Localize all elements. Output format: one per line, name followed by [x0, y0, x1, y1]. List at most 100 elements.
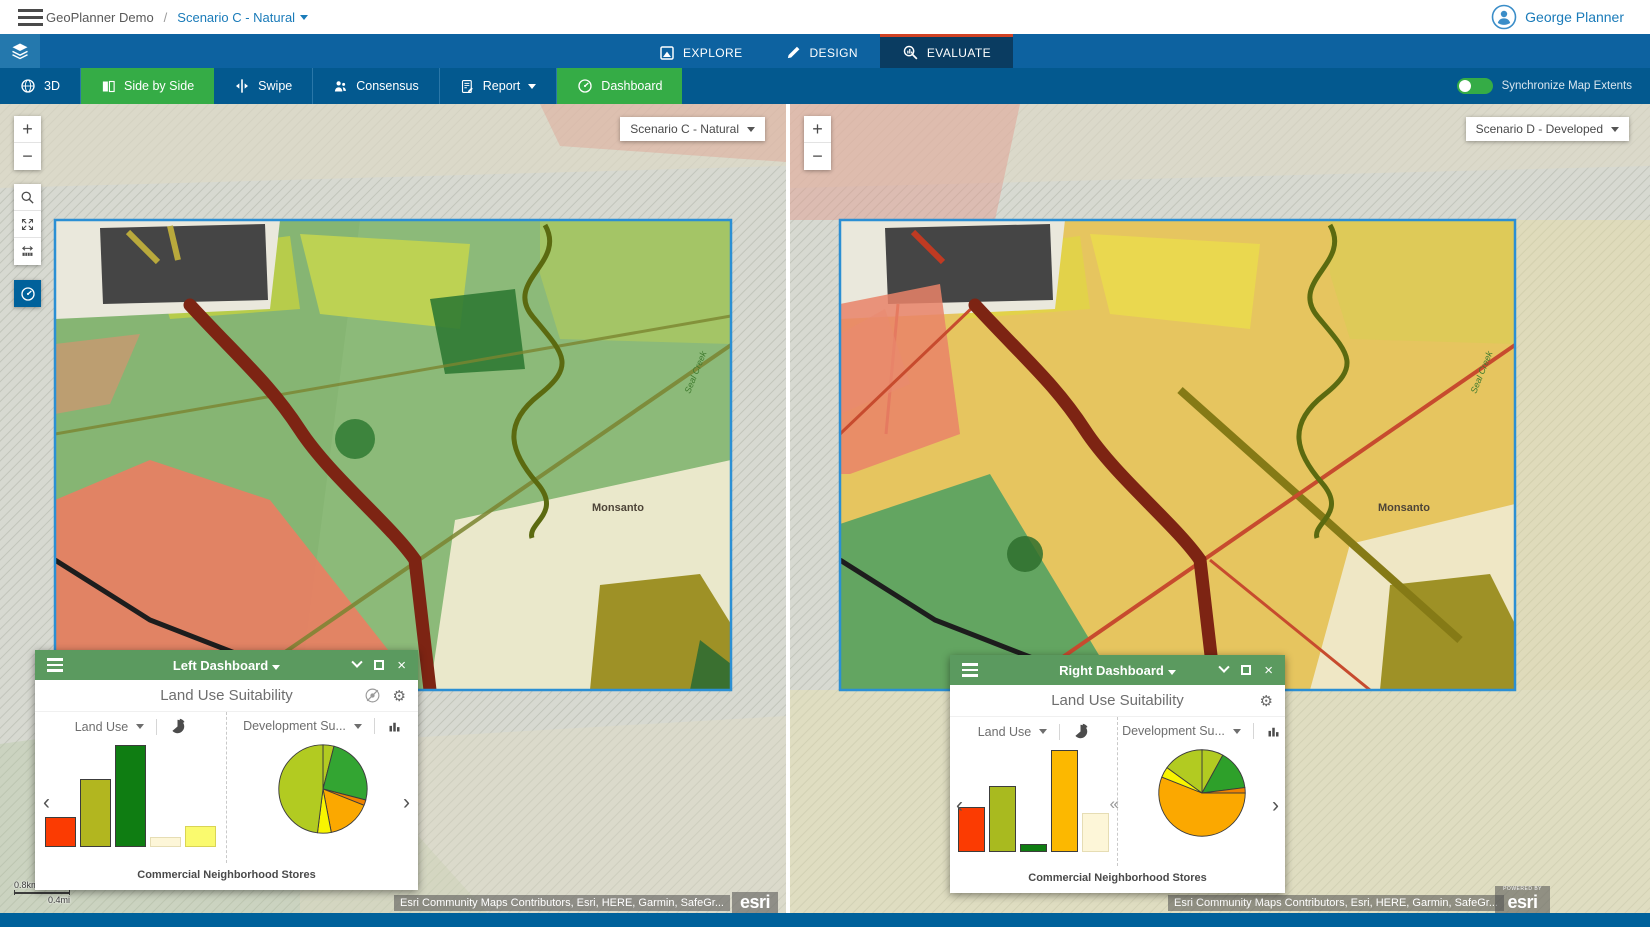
left-dashboard-header[interactable]: Left Dashboard × [35, 650, 418, 680]
dashboard-button[interactable]: Dashboard [557, 68, 682, 104]
sync-extents-control: Synchronize Map Extents [1457, 68, 1650, 104]
user-menu[interactable]: George Planner [1491, 4, 1650, 30]
top-header: GeoPlanner Demo / Scenario C - Natural G… [0, 0, 1650, 34]
left-map-place-label: Monsanto [592, 502, 644, 514]
swipe-button[interactable]: Swipe [214, 68, 313, 104]
swipe-icon [234, 78, 250, 94]
gear-icon[interactable]: ⚙ [1260, 692, 1273, 710]
bar-chart-type-icon[interactable] [387, 719, 402, 734]
right-dashboard-subheader: Land Use Suitability ⚙ [950, 685, 1285, 717]
caret-down-icon [747, 127, 755, 132]
caret-down-icon [1611, 127, 1619, 132]
right-dashboard-panel: Right Dashboard × Land Use Suitability ⚙… [950, 655, 1285, 893]
zoom-out-button[interactable]: − [804, 143, 831, 170]
carousel-prev-icon[interactable]: ‹ [956, 794, 963, 818]
development-chart-card: Development Su... [226, 712, 418, 863]
panel-title: Land Use Suitability [35, 687, 418, 704]
left-dashboard-panel: Left Dashboard × Land Use Suitability ⚙ … [35, 650, 418, 890]
side-by-side-button[interactable]: Side by Side [81, 68, 214, 104]
user-avatar-icon [1491, 4, 1517, 30]
caret-down-icon [1233, 729, 1241, 734]
close-icon[interactable]: × [1264, 663, 1273, 678]
gauge-icon [20, 286, 36, 302]
mode-tabs: EXPLORE DESIGN EVALUATE [0, 34, 1650, 68]
right-map-place-label: Monsanto [1378, 502, 1430, 514]
carousel-collapse-icon[interactable]: « [1110, 794, 1119, 814]
right-dashboard-charts: ‹ Land Use « Development Su... [950, 717, 1285, 866]
chart-indicator-select[interactable]: Development Su... [1122, 724, 1225, 738]
development-chart-card: Development Su... [1117, 717, 1285, 866]
tab-evaluate[interactable]: EVALUATE [880, 34, 1013, 68]
left-map-tools [14, 184, 41, 265]
scale-mi-label: 0.4mi [14, 895, 70, 905]
chart-indicator-select[interactable]: Land Use [75, 720, 129, 734]
left-scenario-selector[interactable]: Scenario C - Natural [620, 117, 765, 141]
report-button[interactable]: Report [440, 68, 558, 104]
right-dashboard-header[interactable]: Right Dashboard × [950, 655, 1285, 685]
pencil-icon [786, 45, 801, 60]
caret-down-icon [354, 724, 362, 729]
search-icon [20, 190, 35, 205]
pie-chart-type-icon[interactable] [169, 718, 186, 735]
maximize-icon[interactable] [374, 660, 384, 670]
breadcrumb-scenario-dropdown[interactable]: Scenario C - Natural [177, 10, 308, 25]
measure-icon [20, 244, 35, 259]
side-by-side-icon [101, 79, 116, 94]
left-map-attribution: Esri Community Maps Contributors, Esri, … [394, 895, 730, 911]
chart-indicator-select[interactable]: Land Use [978, 725, 1032, 739]
pie-chart-type-icon[interactable] [1072, 723, 1089, 740]
right-map-attribution: Esri Community Maps Contributors, Esri, … [1168, 895, 1504, 911]
dashboard-menu-icon[interactable] [950, 663, 990, 677]
main-menu-icon[interactable] [0, 0, 46, 34]
right-esri-logo: POWERED BY esri [1495, 886, 1550, 915]
tab-design[interactable]: DESIGN [764, 34, 879, 68]
zoom-out-button[interactable]: − [14, 143, 41, 170]
right-zoom-controls: + − [804, 116, 831, 170]
left-dashboard-title[interactable]: Left Dashboard [173, 658, 268, 673]
carousel-prev-icon[interactable]: ‹ [43, 791, 50, 815]
report-icon [460, 79, 475, 94]
landuse-bar-chart [45, 745, 216, 847]
carousel-next-icon[interactable]: › [403, 791, 410, 815]
bar-chart-type-icon[interactable] [1266, 724, 1281, 739]
development-pie-chart [276, 742, 370, 836]
tab-explore[interactable]: EXPLORE [637, 34, 765, 68]
evaluate-toolbar: 3D Side by Side Swipe Consens [0, 68, 1650, 104]
left-zoom-controls: + − [14, 116, 41, 170]
search-button[interactable] [14, 184, 41, 211]
zoom-in-button[interactable]: + [804, 116, 831, 143]
sync-extents-toggle[interactable] [1457, 78, 1493, 94]
right-dashboard-title[interactable]: Right Dashboard [1059, 663, 1164, 678]
dashboard-caption: Commercial Neighborhood Stores [950, 866, 1285, 893]
right-scenario-selector[interactable]: Scenario D - Developed [1466, 117, 1629, 141]
dashboard-caption: Commercial Neighborhood Stores [35, 863, 418, 890]
measure-extent-button[interactable] [14, 238, 41, 265]
geoplanner-app: GeoPlanner Demo / Scenario C - Natural G… [0, 0, 1650, 927]
dashboard-menu-icon[interactable] [35, 658, 75, 672]
caret-down-icon [528, 84, 536, 89]
expand-arrows-icon [20, 217, 35, 232]
gauge-icon [577, 78, 593, 94]
evaluate-chart-magnifier-icon [902, 44, 919, 61]
collapse-icon[interactable] [352, 657, 363, 668]
close-icon[interactable]: × [397, 658, 406, 673]
toolbar-spacer [682, 68, 1456, 104]
expand-button[interactable] [14, 211, 41, 238]
gear-icon[interactable]: ⚙ [393, 687, 406, 705]
visibility-off-icon[interactable] [364, 687, 381, 704]
dashboard-toggle-button[interactable] [14, 280, 41, 307]
user-name: George Planner [1525, 9, 1624, 25]
maximize-icon[interactable] [1241, 665, 1251, 675]
explore-map-icon [659, 45, 675, 61]
caret-down-icon [1168, 670, 1176, 675]
caret-down-icon [136, 724, 144, 729]
zoom-in-button[interactable]: + [14, 116, 41, 143]
breadcrumb-separator: / [164, 10, 168, 25]
collapse-icon[interactable] [1219, 662, 1230, 673]
consensus-button[interactable]: Consensus [313, 68, 440, 104]
3d-button[interactable]: 3D [0, 68, 81, 104]
chart-indicator-select[interactable]: Development Su... [243, 719, 346, 733]
carousel-next-icon[interactable]: › [1272, 794, 1279, 818]
panel-title: Land Use Suitability [950, 692, 1285, 709]
landuse-bar-chart [958, 750, 1109, 852]
